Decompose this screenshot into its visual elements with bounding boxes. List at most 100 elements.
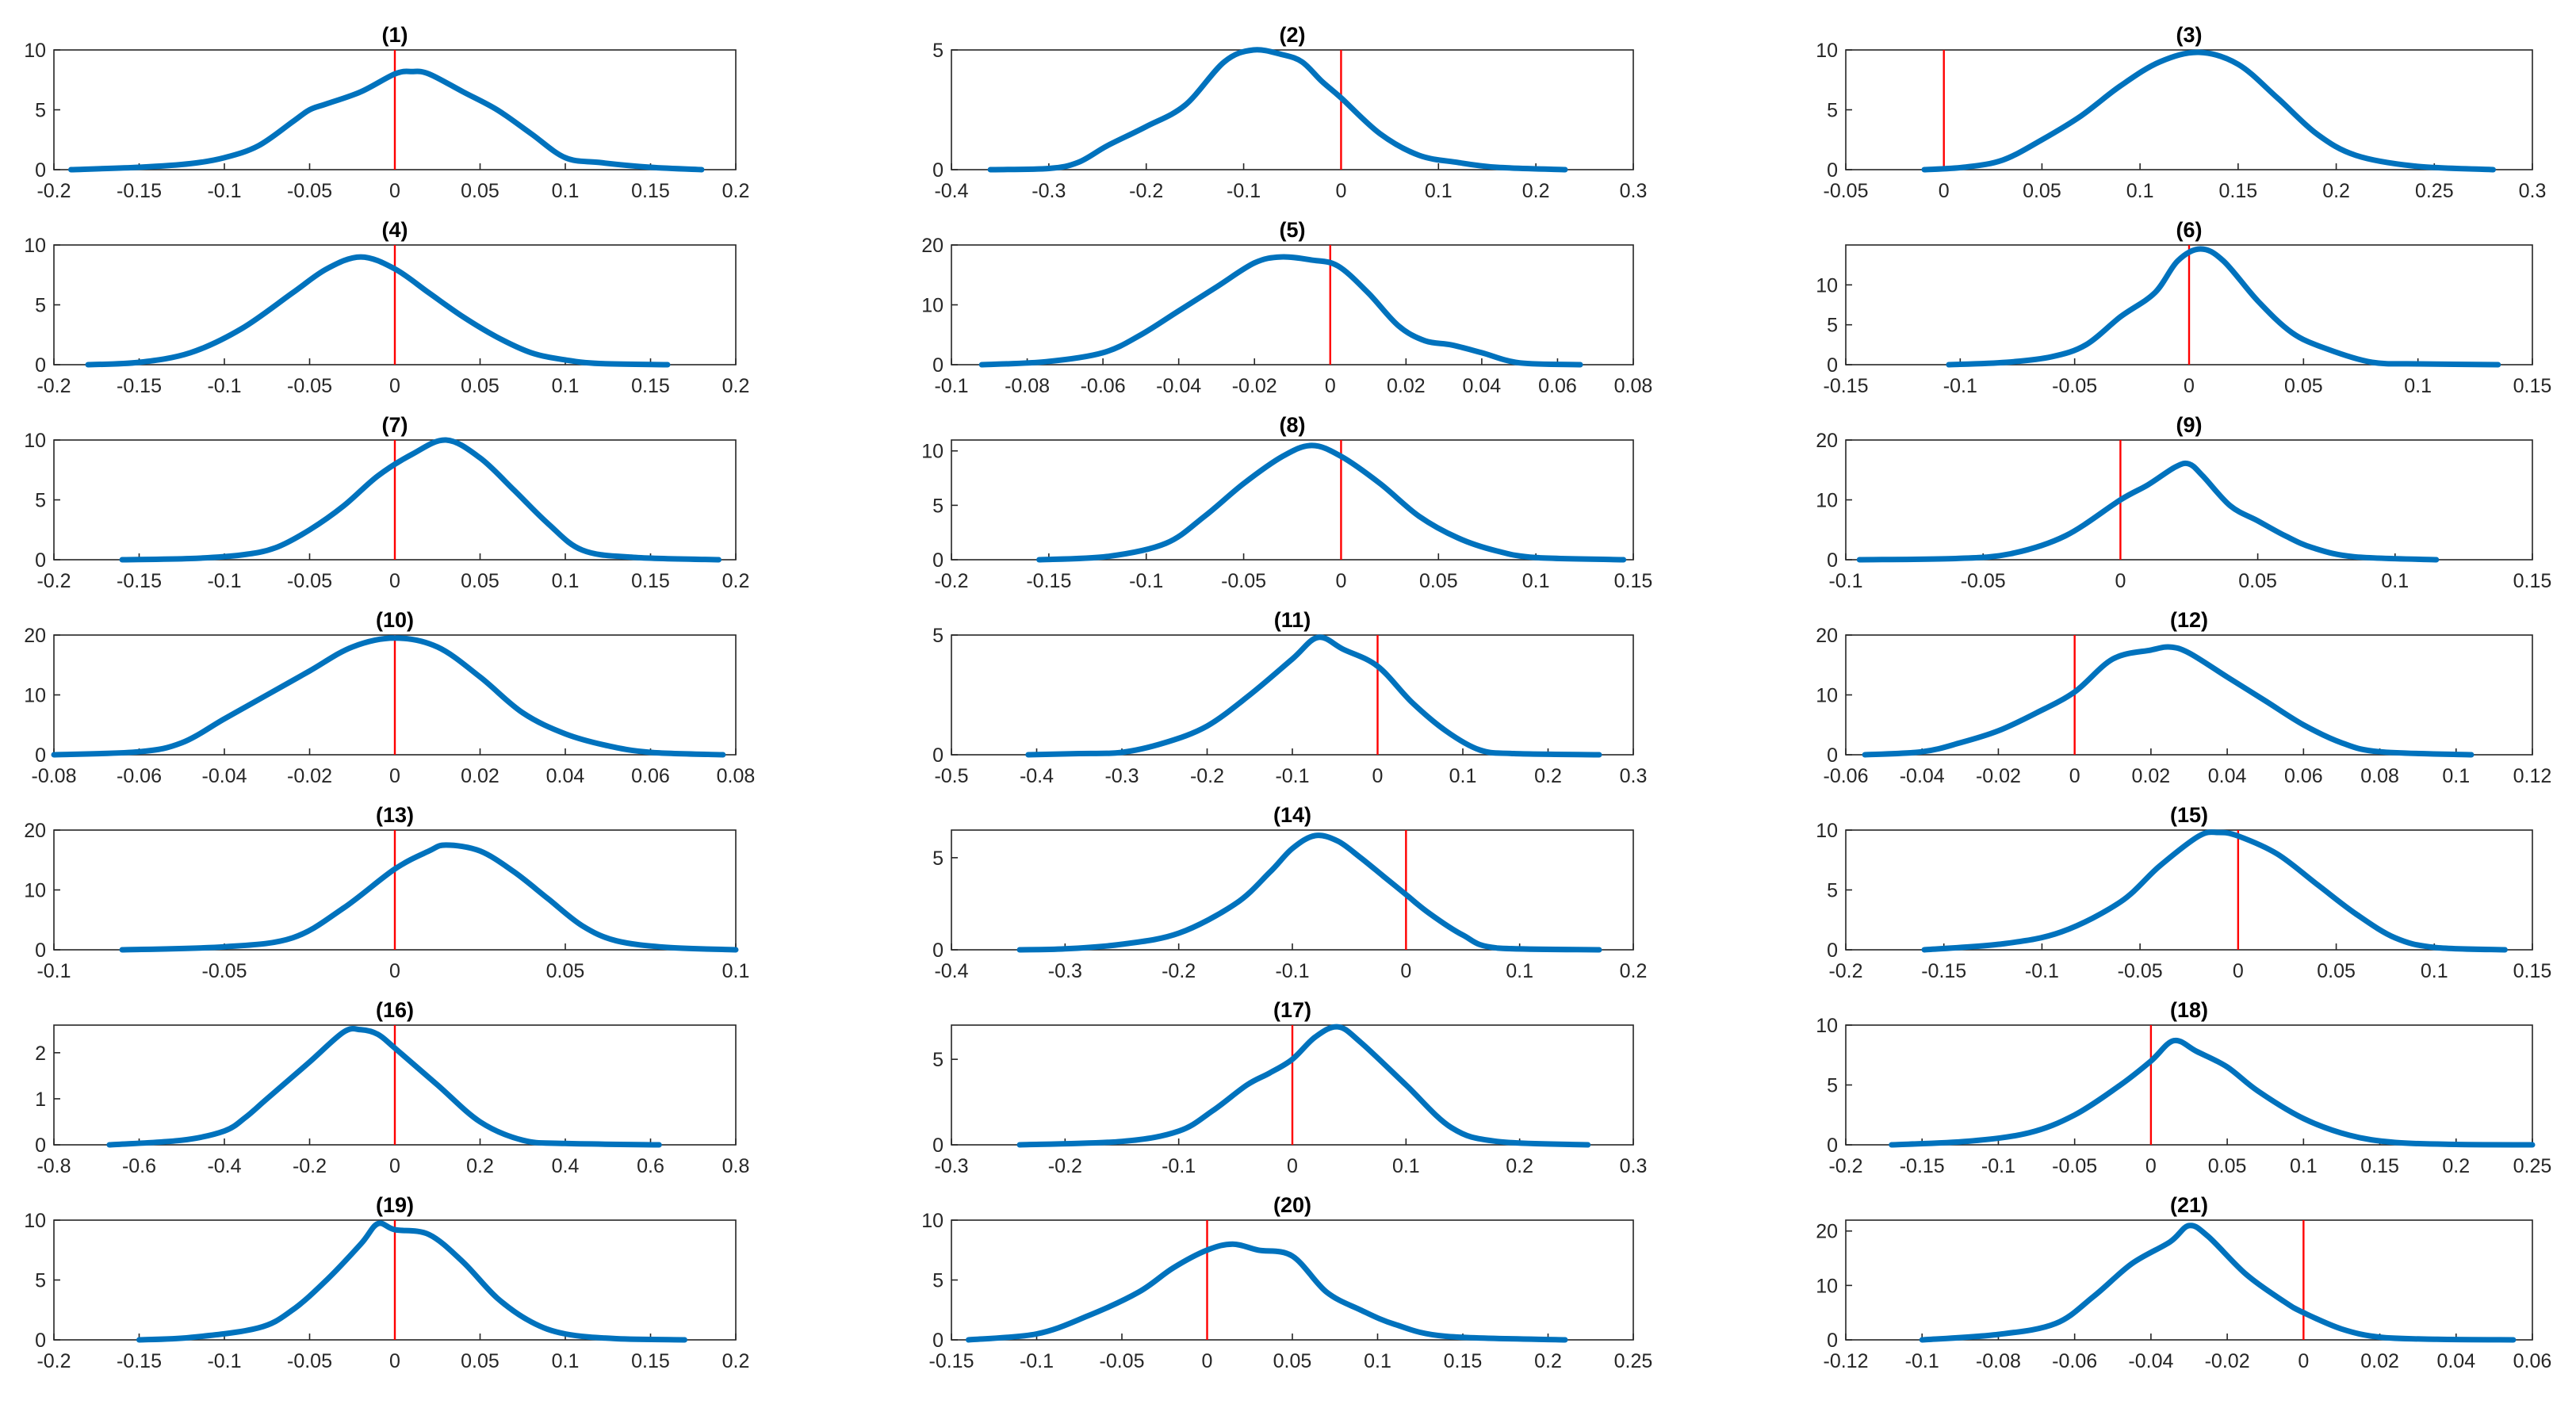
density-curve [119,437,722,563]
x-tick-label: -0.1 [2025,960,2059,982]
y-tick-label: 20 [24,625,46,647]
x-tick-label: -0.04 [1156,375,1201,397]
panel-14: -0.4 -0.3 -0.2 -0.1 0 0.1 0.2 0 5 (14) [932,803,1647,982]
x-tick-label: 0.2 [722,180,750,202]
y-tick-label: 10 [1816,685,1838,707]
y-tick-label: 5 [35,295,46,317]
x-tick-label: 0 [2069,765,2080,787]
x-tick-label: 0.06 [1538,375,1577,397]
y-tick-label: 10 [24,880,46,902]
x-tick-label: 0.2 [2322,180,2350,202]
x-tick-label: 0.15 [631,570,670,592]
x-tick-label: 0.1 [2381,570,2409,592]
x-tick-label: 0.2 [1522,180,1550,202]
y-tick-label: 1 [35,1089,46,1111]
x-tick-label: -0.05 [2052,1155,2097,1177]
y-tick-label: 5 [1827,315,1838,337]
x-tick-label: -0.05 [1961,570,2006,592]
x-tick-label: -0.04 [202,765,247,787]
x-tick-label: -0.15 [1900,1155,1945,1177]
x-tick-label: -0.05 [287,570,332,592]
x-tick-label: 0.06 [631,765,670,787]
x-tick-label: 0.05 [1273,1350,1312,1372]
x-tick-label: 0.15 [2219,180,2258,202]
x-tick-label: 0 [1335,570,1346,592]
x-tick-label: -0.2 [36,375,71,397]
panel-19: -0.2 -0.15 -0.1 -0.05 0 0.05 0.1 0.15 0.2 0 5 10 (19… [24,1193,749,1372]
x-tick-label: -0.2 [293,1155,327,1177]
y-tick-label: 5 [932,495,944,517]
x-tick-label: -0.2 [1129,180,1163,202]
x-tick-label: 0.08 [717,765,756,787]
x-tick-label: 0.08 [2360,765,2399,787]
panel-7: -0.2 -0.15 -0.1 -0.05 0 0.05 0.1 0.15 0.2 0 5 10 (7) [24,413,749,592]
x-tick-label: -0.1 [207,375,241,397]
y-tick-label: 5 [932,1270,944,1292]
x-tick-label: 0.15 [1444,1350,1483,1372]
x-tick-label: -0.06 [1824,765,1869,787]
y-tick-label: 10 [1816,1275,1838,1297]
x-tick-label: -0.05 [202,960,247,982]
x-tick-label: 0.02 [2132,765,2171,787]
x-tick-label: 0.05 [461,1350,500,1372]
x-tick-label: -0.02 [2205,1350,2250,1372]
x-tick-label: 0.1 [1506,960,1533,982]
axes-box [1845,439,2533,561]
x-tick-label: -0.1 [1227,180,1261,202]
x-tick-label: -0.06 [1081,375,1126,397]
density-curve [1016,1024,1591,1148]
x-tick-label: 0.08 [1614,375,1653,397]
x-tick-label: 0.2 [722,570,750,592]
x-tick-label: 0.1 [1425,180,1453,202]
density-curve [1856,460,2440,563]
x-tick-label: -0.4 [1020,765,1054,787]
x-tick-label: -0.2 [36,180,71,202]
x-tick-label: 0.1 [722,960,750,982]
panel-title: (11) [1274,608,1311,632]
axes-box [951,1219,1634,1341]
density-curve [1862,644,2475,758]
x-tick-label: 0 [2115,570,2126,592]
x-tick-label: 0.3 [1620,180,1648,202]
x-tick-label: -0.05 [2052,375,2097,397]
density-curve [106,1026,662,1148]
y-tick-label: 20 [921,235,944,257]
x-tick-label: 0.2 [722,375,750,397]
x-tick-label: 0.05 [2317,960,2356,982]
panel-4: -0.2 -0.15 -0.1 -0.05 0 0.05 0.1 0.15 0.2 0 5 10 (4) [24,218,749,397]
x-tick-label: 0.2 [2442,1155,2470,1177]
y-tick-label: 5 [35,100,46,122]
x-tick-label: 0.3 [1620,765,1648,787]
x-tick-label: 0.8 [722,1155,750,1177]
y-tick-label: 0 [35,1330,46,1352]
x-tick-label: -0.1 [1020,1350,1054,1372]
y-tick-label: 0 [932,939,944,962]
y-tick-label: 5 [35,490,46,512]
x-tick-label: 0.1 [2404,375,2432,397]
y-tick-label: 10 [1816,1015,1838,1037]
density-curve [1036,442,1627,563]
x-tick-label: 0.1 [2290,1155,2318,1177]
panel-title: (10) [376,608,414,632]
panel-title: (20) [1273,1193,1311,1217]
x-tick-label: 0.25 [2415,180,2454,202]
x-tick-label: -0.6 [122,1155,156,1177]
x-tick-label: 0.05 [1419,570,1458,592]
panel-title: (21) [2170,1193,2208,1217]
x-tick-label: 0.2 [1534,765,1562,787]
y-tick-label: 0 [1827,549,1838,572]
x-tick-label: 0.1 [552,570,580,592]
y-tick-label: 10 [24,235,46,257]
x-tick-label: 0.05 [2284,375,2323,397]
y-tick-label: 2 [35,1043,46,1065]
x-tick-label: 0.05 [2238,570,2277,592]
panel-16: -0.8 -0.6 -0.4 -0.2 0 0.2 0.4 0.6 0.8 0 1 2 (16) [35,998,749,1177]
y-tick-label: 5 [932,40,944,62]
x-tick-label: 0.1 [552,1350,580,1372]
x-tick-label: 0.3 [1620,1155,1648,1177]
x-tick-label: 0.25 [2513,1155,2552,1177]
y-tick-label: 10 [24,40,46,62]
x-tick-label: -0.2 [1162,960,1196,982]
panel-13: -0.1 -0.05 0 0.05 0.1 0 10 20 (13) [24,803,749,982]
